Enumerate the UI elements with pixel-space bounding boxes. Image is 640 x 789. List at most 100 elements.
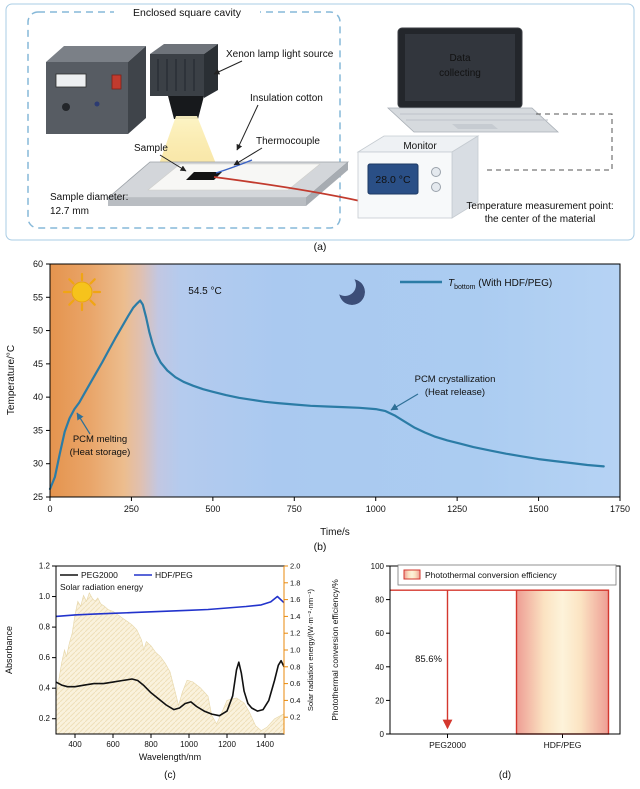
setup-diagram: Enclosed square cavity (5, 3, 635, 252)
monitor-knob (431, 182, 441, 192)
tick-label: 0 (47, 504, 52, 514)
insulation-cotton-label: Insulation cotton (250, 93, 323, 104)
thermocouple-wire-blue (215, 159, 253, 174)
tick-label: 45 (33, 359, 43, 369)
lamp-head (168, 96, 204, 119)
monitor-knob (431, 167, 441, 177)
laptop-text-line1: Data (449, 53, 471, 64)
annotation-pcm-melting: PCM melting (Heat storage) (70, 412, 131, 458)
measurement-note-line1: Temperature measurement point: (466, 201, 613, 212)
panel-b-label: (b) (314, 541, 327, 552)
tick-label: 600 (106, 740, 120, 749)
trackpad (452, 124, 498, 129)
thermocouple-wire-red (213, 176, 361, 202)
tick-label: 0.2 (290, 713, 300, 722)
tick-label: 55 (33, 292, 43, 302)
tick-label: 1.8 (290, 578, 300, 587)
power-supply (46, 46, 146, 134)
sample-label: Sample (134, 143, 168, 154)
tick-label: 60 (33, 259, 43, 269)
tick-label: 0.8 (290, 662, 300, 671)
panel-d-label: (d) (499, 770, 511, 781)
tick-label: 1.6 (290, 595, 300, 604)
c-ylabel-left: Absorbance (4, 626, 14, 674)
series-line-hdf-peg (55, 595, 285, 618)
insulation-cotton-layer (147, 163, 321, 191)
tick-label: 250 (124, 504, 139, 514)
annotation-pcm-crystallization: PCM crystallization (Heat release) (390, 374, 496, 411)
tick-label: 50 (33, 326, 43, 336)
monitor-reading: 28.0 °C (375, 174, 411, 186)
tick-label: 2.0 (290, 562, 300, 571)
thermocouple-label: Thermocouple (256, 136, 320, 147)
thermocouple-arrow (233, 147, 263, 166)
svg-text:PCM crystallization: PCM crystallization (415, 374, 496, 385)
sample-arrow (159, 154, 187, 172)
cavity-label: Enclosed square cavity (133, 7, 242, 19)
tick-label: 20 (375, 696, 384, 705)
data-connection-dashed (486, 113, 613, 171)
spectra-chart-plot: 400 600 800 1000 1200 1400 0.2 0.4 0.6 0.8 1.0 1.2 0… (39, 562, 301, 750)
moon-icon (339, 279, 365, 305)
tick-label: 100 (371, 562, 385, 571)
tick-label: 40 (375, 663, 384, 672)
tick-label: PEG2000 (429, 740, 466, 750)
tick-label: 60 (375, 629, 384, 638)
c-ylabel-right: Solar radiation energy/(W·m⁻²·nm⁻¹) (306, 588, 315, 711)
laptop-text-line2: collecting (439, 68, 481, 79)
tick-label: 1500 (529, 504, 549, 514)
xenon-lamp (150, 44, 218, 119)
cavity-label-bg (114, 6, 260, 19)
b-ylabel: Temperature/°C (6, 345, 17, 415)
tick-label: 0.4 (39, 684, 51, 693)
tick-label: 800 (144, 740, 158, 749)
tick-label: 25 (33, 492, 43, 502)
tick-label: 1000 (366, 504, 386, 514)
power-display (55, 73, 87, 88)
temperature-series-line (48, 299, 605, 491)
sun-icon (62, 272, 102, 312)
svg-text:(Heat release): (Heat release) (425, 387, 485, 398)
svg-text:(Heat storage): (Heat storage) (70, 447, 131, 458)
efficiency-chart: 0 20 40 60 80 100 PEG2000 HDF/PEG Photothermal … (330, 562, 621, 781)
tick-label: 500 (205, 504, 220, 514)
tick-label: 0.2 (39, 714, 51, 723)
spectra-chart: 400 600 800 1000 1200 1400 0.2 0.4 0.6 0.8 1.0 1.2 0… (4, 562, 315, 782)
efficiency-chart-plot: 0 20 40 60 80 100 PEG2000 HDF/PEG (371, 562, 621, 750)
tick-label: 1.4 (290, 612, 300, 621)
tick-label: 35 (33, 425, 43, 435)
tick-label: 0.4 (290, 696, 300, 705)
series-line-peg2000 (55, 659, 285, 717)
efficiency-bar-hdf-peg (515, 589, 610, 735)
tick-label: HDF/PEG (544, 740, 582, 750)
legend-temperature: Tbottom (With HDF/PEG) (400, 278, 552, 291)
svg-text:HDF/PEG: HDF/PEG (155, 570, 193, 580)
tick-label: 1200 (218, 740, 236, 749)
tick-label: 1.2 (39, 562, 51, 571)
efficiency-annotation: 85.6% (415, 654, 442, 665)
legend-efficiency: Photothermal conversion efficiency (397, 564, 617, 586)
tick-label: 1.2 (290, 629, 300, 638)
d-ylabel: Photothermal conversion efficiency/% (330, 579, 340, 721)
sample-diameter-line1: Sample diameter: (50, 192, 128, 203)
monitor: Monitor 28.0 °C (356, 135, 480, 219)
monitor-display (367, 163, 419, 195)
power-switch (111, 74, 122, 90)
sample-platform (106, 161, 350, 206)
power-knob (62, 103, 70, 111)
tick-label: 30 (33, 459, 43, 469)
panel-a-label: (a) (314, 241, 327, 252)
insulation-arrow (236, 104, 259, 151)
svg-text:PCM melting: PCM melting (73, 434, 127, 445)
tick-label: 0 (380, 730, 385, 739)
tick-label: 40 (33, 392, 43, 402)
c-xlabel: Wavelength/nm (139, 752, 201, 762)
b-xlabel: Time/s (320, 527, 350, 538)
legend-bar-swatch (403, 569, 421, 580)
sample-diameter-line2: 12.7 mm (50, 206, 89, 217)
svg-text:Solar radiation energy: Solar radiation energy (60, 582, 144, 592)
measurement-note-line2: the center of the material (485, 214, 596, 225)
peak-temperature-label: 54.5 °C (188, 286, 221, 297)
legend-spectra: PEG2000 HDF/PEG Solar radiation energy (60, 570, 193, 592)
